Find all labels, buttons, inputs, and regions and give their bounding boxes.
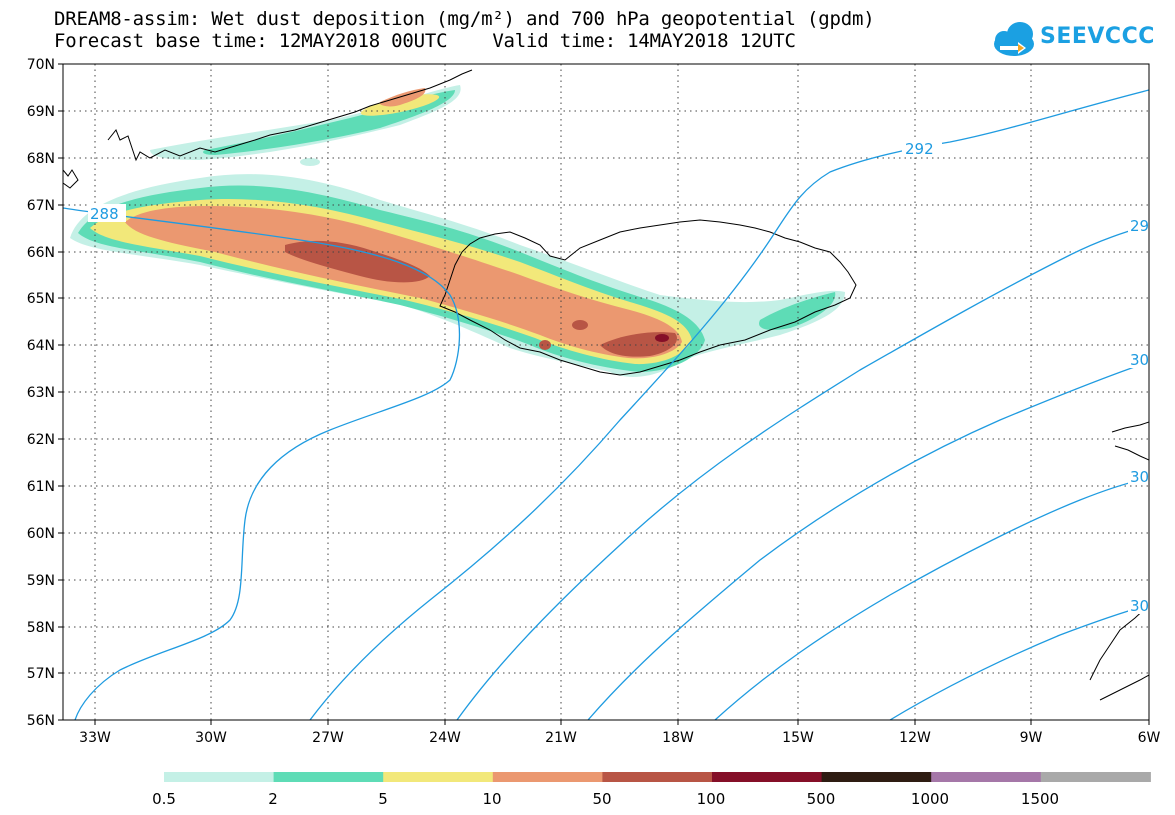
- lat-label: 59N: [27, 573, 55, 589]
- contour-308: [889, 604, 1149, 720]
- dust-level-100: [655, 334, 669, 342]
- scotland-coast: [1089, 604, 1149, 701]
- lat-label: 64N: [27, 338, 55, 354]
- contour-label-296: 29: [1130, 217, 1149, 235]
- map-title-line2: Forecast base time: 12MAY2018 00UTC Vali…: [54, 30, 796, 52]
- iceland-coast: [439, 219, 857, 376]
- legend-swatch: [492, 772, 603, 782]
- dust-level-50: [285, 240, 430, 283]
- graticule: [63, 64, 1149, 720]
- lon-label: 9W: [1020, 730, 1043, 746]
- dust-level-50-spot-a: [572, 320, 588, 330]
- lat-label: 70N: [27, 57, 55, 73]
- lat-label: 67N: [27, 198, 55, 214]
- legend-swatch: [383, 772, 494, 782]
- lat-label: 68N: [27, 151, 55, 167]
- dust-level-0.5-north: [150, 85, 461, 160]
- seevccc-logo: [994, 22, 1034, 56]
- contour-292: [309, 89, 1149, 720]
- contour-label-292: 292: [905, 140, 934, 158]
- lat-label: 63N: [27, 385, 55, 401]
- tick-marks: [58, 63, 1150, 725]
- lat-label: 60N: [27, 526, 55, 542]
- longitude-labels: 33W 30W 27W 24W 21W 18W 15W 12W 9W 6W: [79, 730, 1160, 746]
- lat-label: 61N: [27, 479, 55, 495]
- legend-swatch: [1040, 772, 1151, 782]
- contour-300: [587, 361, 1149, 720]
- contour-label-288: 288: [90, 205, 119, 223]
- contour-label-300: 30: [1130, 351, 1149, 369]
- legend-label: 2: [268, 790, 278, 808]
- legend-label: 500: [807, 790, 836, 808]
- legend-label: 1000: [911, 790, 949, 808]
- lat-label: 66N: [27, 245, 55, 261]
- dust-level-2-east: [759, 292, 836, 330]
- lat-label: 69N: [27, 104, 55, 120]
- cloud-icon: [994, 22, 1034, 56]
- lon-label: 21W: [545, 730, 577, 746]
- contour-304: [714, 477, 1149, 720]
- lat-label: 65N: [27, 291, 55, 307]
- contour-label-304: 30: [1130, 468, 1149, 486]
- contour-288: [63, 207, 461, 720]
- legend-swatch: [712, 772, 823, 782]
- lon-label: 27W: [312, 730, 344, 746]
- legend-swatch: [821, 772, 932, 782]
- lon-label: 30W: [195, 730, 227, 746]
- lat-label: 62N: [27, 432, 55, 448]
- lon-label: 33W: [79, 730, 111, 746]
- lon-label: 12W: [899, 730, 931, 746]
- legend-swatch: [273, 772, 384, 782]
- legend-label: 100: [697, 790, 726, 808]
- map-plot-area: 288 292 29 30 30 30: [63, 64, 1149, 720]
- contour-labels: 288 292 29 30 30 30: [88, 139, 1149, 615]
- legend-swatch: [931, 772, 1042, 782]
- lon-label: 24W: [429, 730, 461, 746]
- legend-swatches: [164, 772, 1151, 782]
- latitude-labels: 70N 69N 68N 67N 66N 65N 64N 63N 62N 61N …: [27, 57, 55, 729]
- legend-swatch: [602, 772, 713, 782]
- contour-296: [456, 224, 1149, 720]
- lat-label: 57N: [27, 666, 55, 682]
- lat-label: 58N: [27, 620, 55, 636]
- greenland-coast: [63, 69, 473, 189]
- legend-label: 5: [378, 790, 388, 808]
- lon-label: 6W: [1138, 730, 1161, 746]
- logo-text: SEEVCCC: [1040, 24, 1155, 49]
- dust-level-50-spot-b: [539, 340, 551, 350]
- geopotential-contours: [63, 89, 1149, 720]
- legend-label: 10: [482, 790, 501, 808]
- legend-swatch: [164, 772, 275, 782]
- color-legend: 0.5 2 5 10 50 100 500 1000 1500: [152, 772, 1151, 808]
- legend-label: 0.5: [152, 790, 176, 808]
- legend-label: 1500: [1021, 790, 1059, 808]
- dust-level-0.5-spot: [300, 158, 320, 166]
- lon-label: 15W: [782, 730, 814, 746]
- faroe-coast: [1111, 421, 1149, 461]
- map-title-line1: DREAM8-assim: Wet dust deposition (mg/m²…: [54, 8, 875, 30]
- lon-label: 18W: [662, 730, 694, 746]
- map-frame: [62, 63, 1150, 721]
- coastlines: [63, 69, 1149, 701]
- contour-label-308: 30: [1130, 597, 1149, 615]
- legend-label: 50: [592, 790, 611, 808]
- dust-deposition-field: [70, 85, 845, 377]
- lat-label: 56N: [27, 713, 55, 729]
